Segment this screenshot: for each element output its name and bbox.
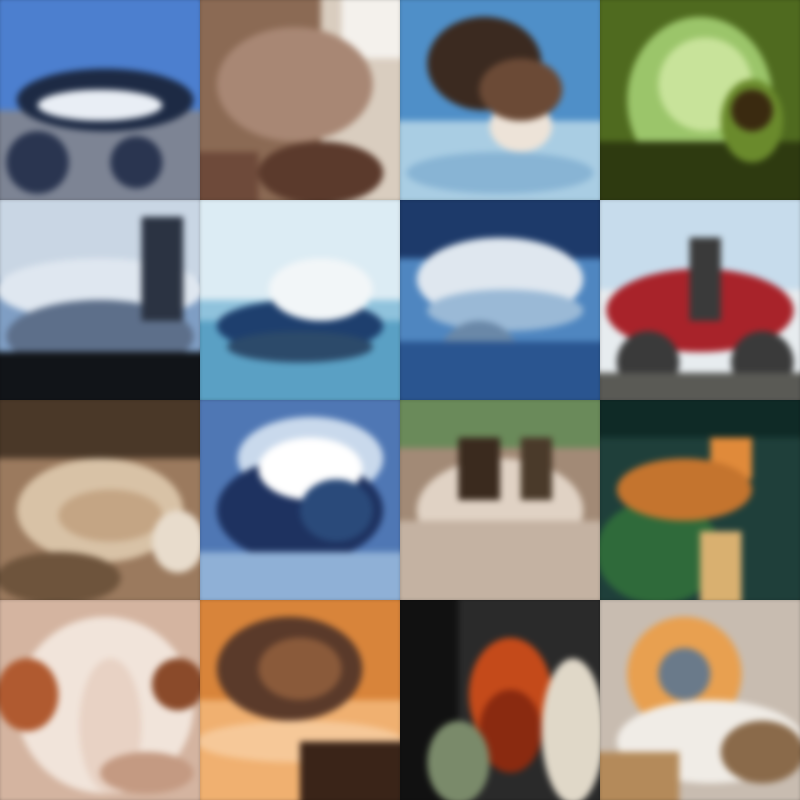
tile-shape bbox=[658, 648, 711, 700]
tile-shape bbox=[200, 552, 400, 600]
image-tile-ship bbox=[400, 200, 600, 400]
tile-picture bbox=[600, 400, 800, 600]
tile-shape bbox=[268, 258, 373, 321]
tile-picture bbox=[0, 0, 200, 200]
image-tile-car bbox=[0, 0, 200, 200]
image-tile-truck bbox=[600, 200, 800, 400]
tile-shape bbox=[300, 479, 373, 542]
image-tile-cat bbox=[0, 600, 200, 800]
tile-shape bbox=[479, 689, 542, 773]
tile-picture bbox=[600, 600, 800, 800]
tile-shape bbox=[152, 658, 200, 711]
tile-picture bbox=[400, 400, 600, 600]
image-tile-bird bbox=[400, 600, 600, 800]
tile-shape bbox=[141, 216, 184, 321]
tile-picture bbox=[200, 400, 400, 600]
tile-shape bbox=[406, 152, 594, 194]
tile-shape bbox=[427, 720, 490, 800]
tile-shape bbox=[600, 372, 800, 400]
tile-shape bbox=[600, 400, 800, 438]
image-tile-dog bbox=[200, 0, 400, 200]
tile-shape bbox=[258, 141, 384, 200]
tile-picture bbox=[200, 0, 400, 200]
image-tile-frog bbox=[600, 0, 800, 200]
image-tile-airplane bbox=[0, 200, 200, 400]
tile-shape bbox=[541, 658, 600, 800]
tile-picture bbox=[0, 200, 200, 400]
tile-shape bbox=[0, 352, 200, 400]
image-tile-cat bbox=[200, 600, 400, 800]
image-tile-boat bbox=[200, 200, 400, 400]
tile-shape bbox=[300, 741, 400, 800]
tile-shape bbox=[700, 531, 742, 600]
tile-shape bbox=[731, 89, 773, 132]
tile-shape bbox=[400, 520, 600, 600]
image-tile-animal bbox=[400, 400, 600, 600]
image-tile-deer bbox=[0, 400, 200, 600]
tile-picture bbox=[600, 200, 800, 400]
tile-shape bbox=[227, 331, 373, 363]
tile-picture bbox=[400, 200, 600, 400]
tile-picture bbox=[400, 600, 600, 800]
tile-picture bbox=[0, 600, 200, 800]
tile-picture bbox=[0, 400, 200, 600]
tile-picture bbox=[200, 200, 400, 400]
tile-shape bbox=[616, 458, 752, 521]
tile-picture bbox=[400, 0, 600, 200]
tile-shape bbox=[110, 136, 163, 189]
tile-shape bbox=[0, 400, 200, 459]
tile-shape bbox=[0, 552, 121, 600]
tile-picture bbox=[600, 0, 800, 200]
tile-shape bbox=[600, 500, 721, 600]
tile-shape bbox=[689, 237, 721, 321]
tile-shape bbox=[400, 341, 600, 400]
image-tile-bird bbox=[400, 0, 600, 200]
tile-shape bbox=[427, 289, 584, 332]
tile-shape bbox=[600, 752, 680, 800]
tile-shape bbox=[37, 89, 163, 121]
tile-shape bbox=[479, 58, 563, 121]
tile-shape bbox=[258, 637, 342, 700]
tile-shape bbox=[520, 437, 552, 500]
tile-shape bbox=[720, 720, 800, 784]
tile-shape bbox=[6, 131, 69, 194]
image-tile-cat bbox=[600, 600, 800, 800]
tile-shape bbox=[216, 27, 373, 142]
tile-picture bbox=[200, 600, 400, 800]
image-tile-airplane bbox=[200, 400, 400, 600]
tile-shape bbox=[152, 510, 200, 573]
tile-shape bbox=[100, 752, 194, 794]
tile-shape bbox=[0, 658, 59, 732]
tile-shape bbox=[458, 437, 500, 500]
image-tile-horse bbox=[600, 400, 800, 600]
tile-shape bbox=[200, 152, 259, 200]
tile-shape bbox=[58, 489, 163, 542]
